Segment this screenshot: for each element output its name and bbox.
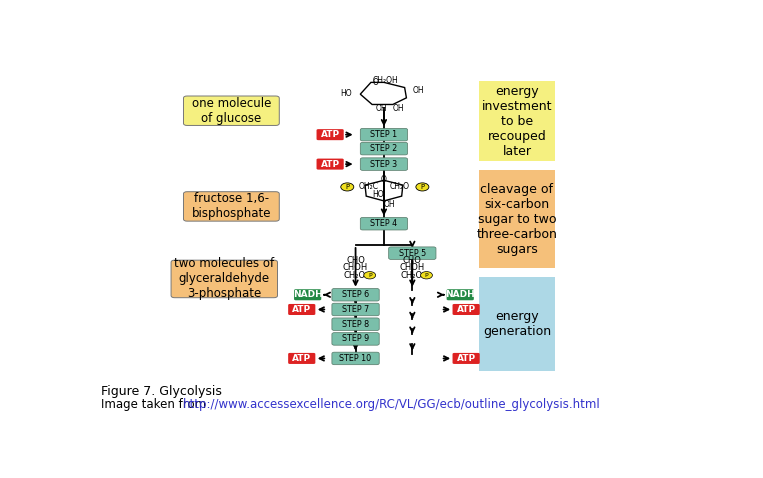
FancyBboxPatch shape bbox=[332, 289, 379, 301]
Text: NADH: NADH bbox=[293, 290, 323, 299]
FancyBboxPatch shape bbox=[317, 159, 343, 170]
FancyBboxPatch shape bbox=[360, 129, 407, 141]
FancyBboxPatch shape bbox=[360, 158, 407, 170]
FancyBboxPatch shape bbox=[478, 81, 555, 161]
Text: one molecule
of glucose: one molecule of glucose bbox=[192, 97, 271, 125]
Text: P: P bbox=[425, 273, 428, 278]
Circle shape bbox=[420, 272, 433, 279]
Text: ATP: ATP bbox=[292, 305, 311, 314]
FancyBboxPatch shape bbox=[183, 192, 279, 221]
Text: OH: OH bbox=[375, 104, 387, 113]
Text: HO: HO bbox=[372, 190, 384, 199]
FancyBboxPatch shape bbox=[171, 260, 278, 298]
Text: CH₂O: CH₂O bbox=[343, 271, 365, 280]
Text: OH: OH bbox=[393, 104, 404, 113]
FancyBboxPatch shape bbox=[183, 96, 279, 125]
Text: energy
investment
to be
recouped
later: energy investment to be recouped later bbox=[481, 85, 552, 158]
Text: P: P bbox=[420, 184, 424, 190]
FancyBboxPatch shape bbox=[478, 170, 555, 268]
Text: O: O bbox=[373, 78, 378, 87]
Text: STEP 8: STEP 8 bbox=[342, 320, 369, 329]
Text: Image taken from: Image taken from bbox=[101, 398, 210, 411]
Text: CHOH: CHOH bbox=[343, 263, 369, 272]
FancyBboxPatch shape bbox=[288, 353, 315, 364]
Text: OH: OH bbox=[412, 86, 424, 95]
Text: HO: HO bbox=[340, 88, 352, 98]
Circle shape bbox=[364, 272, 375, 279]
FancyBboxPatch shape bbox=[452, 304, 480, 315]
FancyBboxPatch shape bbox=[317, 129, 343, 140]
FancyBboxPatch shape bbox=[478, 277, 555, 371]
Text: STEP 6: STEP 6 bbox=[342, 290, 369, 299]
FancyBboxPatch shape bbox=[360, 217, 407, 230]
Text: two molecules of
glyceraldehyde
3-phosphate: two molecules of glyceraldehyde 3-phosph… bbox=[174, 258, 275, 301]
Text: STEP 3: STEP 3 bbox=[370, 160, 398, 169]
Text: ATP: ATP bbox=[292, 354, 311, 363]
Text: STEP 10: STEP 10 bbox=[340, 354, 372, 363]
Text: P: P bbox=[345, 184, 349, 190]
FancyBboxPatch shape bbox=[332, 318, 379, 330]
FancyBboxPatch shape bbox=[452, 353, 480, 364]
FancyBboxPatch shape bbox=[360, 142, 407, 155]
Text: cleavage of
six-carbon
sugar to two
three-carbon
sugars: cleavage of six-carbon sugar to two thre… bbox=[477, 183, 558, 256]
FancyBboxPatch shape bbox=[332, 303, 379, 316]
Text: STEP 2: STEP 2 bbox=[370, 144, 398, 153]
Text: ATP: ATP bbox=[456, 305, 475, 314]
Text: CHOH: CHOH bbox=[400, 263, 425, 272]
Text: NADH: NADH bbox=[446, 290, 475, 299]
Text: CH₂OH: CH₂OH bbox=[372, 76, 398, 85]
Text: fructose 1,6-
bisphosphate: fructose 1,6- bisphosphate bbox=[192, 193, 271, 220]
Text: CHO: CHO bbox=[403, 256, 422, 265]
Text: Figure 7. Glycolysis: Figure 7. Glycolysis bbox=[101, 385, 222, 398]
FancyBboxPatch shape bbox=[446, 289, 474, 300]
Text: STEP 7: STEP 7 bbox=[342, 305, 369, 314]
Text: OH₂C: OH₂C bbox=[359, 183, 379, 191]
FancyBboxPatch shape bbox=[288, 304, 315, 315]
Circle shape bbox=[341, 183, 354, 191]
Text: ATP: ATP bbox=[320, 130, 340, 139]
Text: O: O bbox=[381, 174, 387, 184]
Circle shape bbox=[416, 183, 429, 191]
Text: ATP: ATP bbox=[456, 354, 475, 363]
FancyBboxPatch shape bbox=[294, 289, 321, 300]
Text: CH₂O: CH₂O bbox=[390, 183, 410, 191]
Text: STEP 5: STEP 5 bbox=[399, 249, 426, 258]
Text: energy
generation: energy generation bbox=[483, 310, 551, 338]
FancyBboxPatch shape bbox=[332, 352, 379, 365]
Text: ATP: ATP bbox=[320, 160, 340, 169]
Text: CH₂O: CH₂O bbox=[400, 271, 422, 280]
Text: STEP 9: STEP 9 bbox=[342, 335, 369, 343]
FancyBboxPatch shape bbox=[388, 247, 436, 260]
Text: STEP 4: STEP 4 bbox=[370, 219, 398, 228]
Text: P: P bbox=[368, 273, 372, 278]
Text: http://www.accessexcellence.org/RC/VL/GG/ecb/outline_glycolysis.html: http://www.accessexcellence.org/RC/VL/GG… bbox=[183, 398, 600, 411]
Text: OH: OH bbox=[384, 200, 396, 209]
FancyBboxPatch shape bbox=[332, 333, 379, 345]
Text: CHO: CHO bbox=[346, 256, 365, 265]
Text: STEP 1: STEP 1 bbox=[370, 130, 398, 139]
